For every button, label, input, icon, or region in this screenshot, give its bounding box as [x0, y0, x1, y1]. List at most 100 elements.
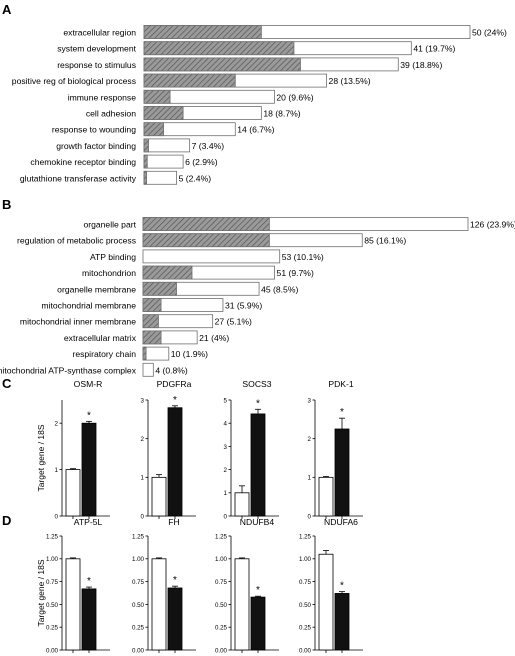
panel-letter-a: A — [2, 2, 12, 17]
y-tick-label: 3 — [308, 397, 312, 404]
panel-letter-d: D — [2, 513, 11, 528]
y-tick-label: 0.75 — [299, 579, 312, 586]
bar-total — [142, 362, 154, 377]
y-tick-label: 1.25 — [299, 533, 312, 540]
value-label: 18 (8.7%) — [263, 109, 300, 119]
significance-marker: * — [87, 410, 91, 421]
y-tick-label: 0 — [55, 513, 59, 520]
y-axis-label: Target gene / 18S — [36, 559, 46, 626]
bar-hatched — [143, 154, 148, 169]
y-axis-label: Target gene / 18S — [36, 424, 46, 491]
subplot-title: SOCS3 — [242, 379, 271, 389]
category-label: respiratory chain — [72, 349, 136, 359]
value-label: 126 (23.9%) — [470, 220, 515, 230]
significance-marker: * — [173, 395, 177, 406]
bar-hatched — [142, 330, 162, 345]
category-label: mitochondrial inner membrane — [20, 317, 136, 327]
significance-marker: * — [340, 407, 344, 418]
bar-total — [142, 249, 281, 264]
value-label: 51 (9.7%) — [277, 268, 314, 278]
bar-hatched — [143, 138, 149, 153]
value-label: 4 (0.8%) — [155, 365, 188, 375]
y-tick-label: 0.50 — [132, 602, 145, 609]
panel-c-charts: Target gene / 18S OSM-R 0 1 2 * PDGFRa 0 1 2 3 * SOC… — [36, 379, 363, 520]
category-label: mitochondrial membrane — [41, 301, 136, 311]
y-tick-label: 0 — [141, 513, 145, 520]
value-label: 45 (8.5%) — [261, 284, 298, 294]
bar-hatched — [143, 89, 171, 104]
value-label: 53 (10.1%) — [282, 252, 324, 262]
bar-hatched — [142, 298, 162, 312]
category-label: chemokine receptor binding — [30, 157, 136, 167]
y-tick-label: 1.25 — [46, 533, 59, 540]
category-label: mitochondrial ATP-synthase complex — [0, 365, 137, 375]
value-label: 7 (3.4%) — [192, 141, 225, 151]
subplot-title: PDK-1 — [328, 379, 354, 389]
y-tick-label: 2 — [141, 436, 145, 443]
category-label: immune response — [68, 92, 137, 102]
y-tick-label: 1 — [55, 467, 59, 474]
category-label: regulation of metabolic process — [17, 236, 136, 246]
bar-hatched — [143, 122, 164, 137]
panel-letter-b: B — [2, 197, 11, 212]
y-tick-label: 1 — [308, 475, 312, 482]
y-tick-label: 0 — [308, 513, 312, 520]
y-tick-label: 2 — [224, 467, 228, 474]
y-tick-label: 0.00 — [46, 647, 59, 654]
y-tick-label: 1 — [141, 475, 145, 482]
y-tick-label: 4 — [224, 421, 228, 428]
value-label: 21 (4%) — [199, 333, 229, 343]
subplot-title: FH — [168, 517, 179, 527]
category-label: response to stimulus — [57, 60, 136, 70]
bar-control — [234, 492, 250, 517]
bar-control — [318, 553, 334, 651]
significance-marker: * — [256, 398, 260, 409]
value-label: 5 (2.4%) — [179, 173, 212, 183]
y-tick-label: 0.50 — [46, 602, 59, 609]
category-label: response to wounding — [52, 125, 136, 135]
subplot-title: NDUFB4 — [240, 517, 275, 527]
value-label: 85 (16.1%) — [364, 236, 406, 246]
value-label: 31 (5.9%) — [225, 301, 262, 311]
bar-hatched — [143, 73, 236, 88]
bar-control — [151, 558, 167, 651]
subplot-title: OSM-R — [74, 379, 103, 389]
category-label: cell adhesion — [86, 109, 136, 119]
y-tick-label: 0.25 — [132, 625, 145, 632]
value-label: 28 (13.5%) — [329, 76, 371, 86]
bar-control — [65, 558, 81, 651]
category-label: organelle part — [83, 220, 136, 230]
y-tick-label: 2 — [308, 436, 312, 443]
category-label: system development — [57, 44, 136, 54]
bar-control — [318, 476, 334, 517]
bar-hatched — [143, 170, 148, 185]
significance-marker: * — [173, 575, 177, 586]
y-tick-label: 0.00 — [299, 647, 312, 654]
panel-letter-c: C — [2, 376, 12, 391]
value-label: 50 (24%) — [472, 28, 507, 38]
y-tick-label: 0.00 — [215, 647, 228, 654]
bar-total — [143, 154, 184, 169]
value-label: 14 (6.7%) — [237, 125, 274, 135]
y-tick-label: 1.25 — [132, 533, 145, 540]
value-label: 27 (5.1%) — [215, 317, 252, 327]
y-tick-label: 5 — [224, 397, 228, 404]
value-label: 39 (18.8%) — [400, 60, 442, 70]
y-tick-label: 1.00 — [132, 556, 145, 563]
value-label: 6 (2.9%) — [185, 157, 218, 167]
bar-hatched — [142, 314, 159, 329]
bar-total — [143, 138, 191, 153]
y-tick-label: 0.75 — [46, 579, 59, 586]
significance-marker: * — [87, 576, 91, 587]
panel-d-charts: Target gene / 18S ATP-5L 0.00 0.25 0.50 0.75 1… — [36, 517, 363, 654]
y-tick-label: 0.50 — [299, 602, 312, 609]
bar-treated — [167, 407, 183, 517]
y-tick-label: 0.25 — [299, 625, 312, 632]
panel-b-chart: organelle part 126 (23.9%) regulation of m… — [0, 217, 515, 377]
bar-hatched — [143, 57, 301, 72]
bar-hatched — [143, 41, 295, 56]
category-label: ATP binding — [90, 252, 136, 262]
bar-total — [143, 170, 177, 185]
y-tick-label: 1.00 — [46, 556, 59, 563]
